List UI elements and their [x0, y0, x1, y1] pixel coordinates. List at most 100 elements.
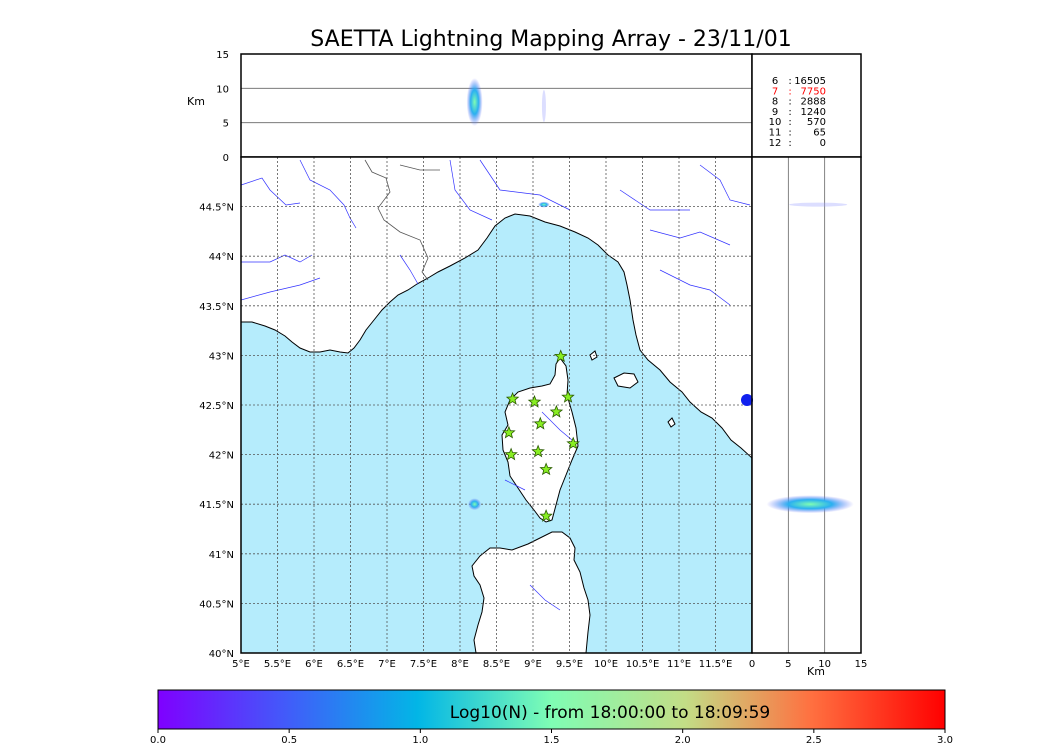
altitude-tick-label: 10 — [216, 84, 229, 95]
station-count-value: 16505 — [794, 76, 826, 87]
station-count-value: 65 — [813, 128, 826, 139]
station-star — [566, 436, 580, 450]
station-count-stations: 12 — [769, 138, 782, 149]
map-gridlines — [241, 157, 752, 653]
station-star — [561, 390, 575, 403]
station-star — [533, 416, 548, 430]
colorbar-tick-label: 3.0 — [937, 735, 953, 746]
altitude-tick-label: 10 — [818, 659, 831, 670]
altitude-cloud-faint — [789, 202, 848, 207]
lma-stations — [502, 349, 580, 522]
altitude-tick-label: 15 — [216, 50, 229, 61]
altitude-top-ylabel: Km — [187, 95, 205, 108]
altitude-side-xlabel: Km — [807, 665, 825, 678]
x-tick-label: 6.5°E — [337, 659, 364, 670]
x-tick-label: 5.5°E — [264, 659, 291, 670]
y-tick-label: 42.5°N — [199, 401, 234, 412]
altitude-tick-label: 5 — [223, 119, 229, 130]
station-count-stations: 8 — [772, 97, 778, 108]
x-tick-label: 9.5°E — [556, 659, 583, 670]
altitude-side-gridlines — [787, 157, 826, 653]
altitude-tick-label: 0 — [223, 153, 229, 164]
x-tick-label: 7.5°E — [410, 659, 437, 670]
y-tick-label: 43.5°N — [199, 302, 234, 313]
colorbar-tick-label: 0.0 — [150, 735, 166, 746]
station-count-value: 7750 — [801, 86, 826, 97]
colorbar-tick-label: 2.5 — [806, 735, 822, 746]
station-count-value: 570 — [807, 117, 826, 128]
station-count-value: 2888 — [801, 97, 826, 108]
x-tick-label: 9°E — [524, 659, 542, 670]
y-tick-label: 40°N — [209, 649, 234, 660]
y-tick-label: 40.5°N — [199, 599, 234, 610]
altitude-side-ticks: 0 5 10 15 — [749, 659, 868, 670]
x-tick-label: 10.5°E — [626, 659, 660, 670]
station-star — [505, 391, 520, 405]
station-star — [539, 462, 553, 476]
altitude-side-cloud — [766, 202, 854, 514]
station-count-colon: : — [788, 76, 791, 87]
station-count-colon: : — [788, 107, 791, 118]
y-tick-label: 41.5°N — [199, 500, 234, 511]
altitude-top-ticks: 0 5 10 15 — [216, 50, 229, 164]
lightning-sources — [468, 201, 550, 511]
station-star — [531, 444, 545, 458]
map-panel: 5°E 5.5°E 6°E 6.5°E 7°E 7.5°E 8°E 8.5°E 9°E 9.5°E… — [199, 156, 753, 670]
station-count-colon: : — [788, 97, 791, 108]
edge-source-marker — [741, 394, 753, 406]
station-count-stations: 10 — [769, 117, 782, 128]
lightning-cluster — [538, 201, 550, 208]
altitude-side-panel: 0 5 10 15 Km — [741, 156, 868, 678]
x-tick-label: 11.5°E — [699, 659, 733, 670]
altitude-tick-label: 5 — [785, 659, 791, 670]
station-count-colon: : — [788, 138, 791, 149]
sardinia — [471, 531, 591, 653]
station-count-colon: : — [788, 86, 791, 97]
map-y-ticks: 40°N 40.5°N 41°N 41.5°N 42°N 42.5°N 43°N 43.5°N… — [199, 203, 234, 660]
y-tick-label: 41°N — [209, 550, 234, 561]
altitude-cloud — [766, 495, 854, 514]
x-tick-label: 6°E — [305, 659, 323, 670]
colorbar-label: Log10(N) - from 18:00:00 to 18:09:59 — [450, 703, 770, 723]
mainland — [241, 157, 752, 459]
station-star — [539, 509, 553, 522]
colorbar-ticks: 0.0 0.5 1.0 1.5 2.0 2.5 3.0 — [150, 729, 953, 746]
station-star — [553, 349, 568, 363]
x-tick-label: 10°E — [594, 659, 618, 670]
colorbar-tick-label: 0.5 — [281, 735, 297, 746]
giglio-island — [667, 417, 676, 428]
station-star — [549, 404, 564, 418]
x-tick-label: 7°E — [378, 659, 396, 670]
altitude-cloud-faint — [541, 90, 546, 123]
altitude-cloud — [466, 78, 483, 127]
colorbar-tick-label: 1.5 — [544, 735, 560, 746]
colorbar: Log10(N) - from 18:00:00 to 18:09:59 0.0… — [150, 689, 953, 746]
x-tick-label: 8°E — [451, 659, 469, 670]
x-tick-label: 8.5°E — [483, 659, 510, 670]
lightning-cluster — [468, 498, 482, 511]
station-count-stations: 9 — [772, 107, 778, 118]
station-count-value: 0 — [820, 138, 826, 149]
chart-title: SAETTA Lightning Mapping Array - 23/11/0… — [310, 27, 791, 52]
station-star — [502, 425, 516, 439]
map-x-ticks: 5°E 5.5°E 6°E 6.5°E 7°E 7.5°E 8°E 8.5°E 9°E 9.5°E… — [232, 659, 732, 670]
borders — [364, 159, 440, 281]
rivers — [241, 159, 751, 611]
colorbar-tick-label: 2.0 — [675, 735, 691, 746]
altitude-tick-label: 0 — [749, 659, 755, 670]
station-count-stations: 6 — [772, 76, 778, 87]
x-tick-label: 5°E — [232, 659, 250, 670]
y-tick-label: 43°N — [209, 351, 234, 362]
altitude-top-gridlines — [241, 87, 752, 124]
altitude-tick-label: 15 — [855, 659, 868, 670]
station-star — [527, 394, 542, 408]
y-tick-label: 42°N — [209, 451, 234, 462]
station-star — [504, 447, 518, 461]
station-count-value: 1240 — [801, 107, 826, 118]
x-tick-label: 11°E — [667, 659, 691, 670]
y-tick-label: 44.5°N — [199, 203, 234, 214]
altitude-top-panel: 0 5 10 15 Km — [187, 50, 753, 164]
